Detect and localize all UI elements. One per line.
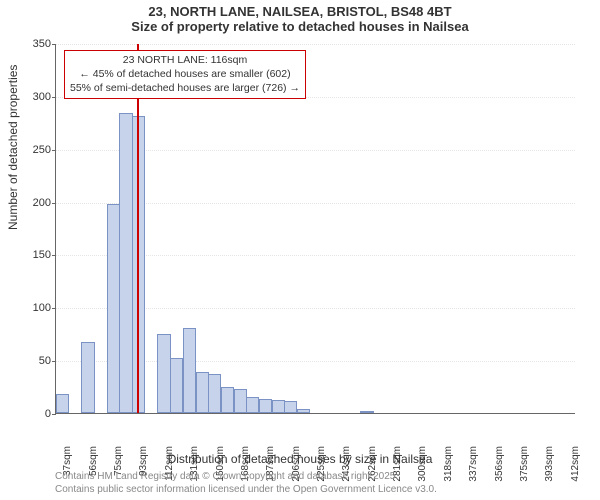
histogram-bar [157, 334, 170, 413]
y-tick-label: 100 [21, 302, 51, 314]
x-axis-label: Distribution of detached houses by size … [0, 452, 600, 466]
histogram-bar [246, 397, 259, 413]
histogram-bar [56, 394, 69, 413]
chart-title-line1: 23, NORTH LANE, NAILSEA, BRISTOL, BS48 4… [0, 4, 600, 19]
histogram-bar [259, 399, 272, 413]
annotation-box: 23 NORTH LANE: 116sqm ← 45% of detached … [64, 50, 306, 99]
y-tick-label: 250 [21, 144, 51, 156]
chart-title-block: 23, NORTH LANE, NAILSEA, BRISTOL, BS48 4… [0, 0, 600, 36]
histogram-bar [272, 400, 285, 413]
annotation-line2: ← 45% of detached houses are smaller (60… [70, 67, 300, 81]
histogram-bar [196, 372, 209, 413]
histogram-bar [208, 374, 221, 413]
footer-line2: Contains public sector information licen… [55, 484, 437, 497]
histogram-bar [234, 389, 247, 413]
histogram-bar [107, 204, 120, 413]
y-axis-label: Number of detached properties [6, 65, 20, 230]
histogram-bar [81, 342, 94, 413]
histogram-bar [170, 358, 183, 413]
y-tick-label: 50 [21, 355, 51, 367]
y-tick-label: 300 [21, 91, 51, 103]
y-tick-label: 350 [21, 38, 51, 50]
footer-line1: Contains HM Land Registry data © Crown c… [55, 471, 437, 484]
y-tick-label: 0 [21, 408, 51, 420]
histogram-bar [119, 113, 132, 413]
annotation-line3: 55% of semi-detached houses are larger (… [70, 81, 300, 95]
histogram-bar [221, 387, 234, 413]
histogram-bar [297, 409, 310, 413]
y-tick-label: 200 [21, 197, 51, 209]
chart-footer: Contains HM Land Registry data © Crown c… [55, 471, 437, 496]
histogram-bar [183, 328, 196, 413]
annotation-line1: 23 NORTH LANE: 116sqm [70, 53, 300, 67]
histogram-bar [284, 401, 297, 413]
histogram-bar [360, 411, 373, 413]
histogram-bars [56, 44, 575, 413]
chart-plot-area: 050100150200250300350 37sqm56sqm75sqm93s… [55, 44, 575, 414]
chart-title-line2: Size of property relative to detached ho… [0, 19, 600, 34]
y-tick-label: 150 [21, 249, 51, 261]
